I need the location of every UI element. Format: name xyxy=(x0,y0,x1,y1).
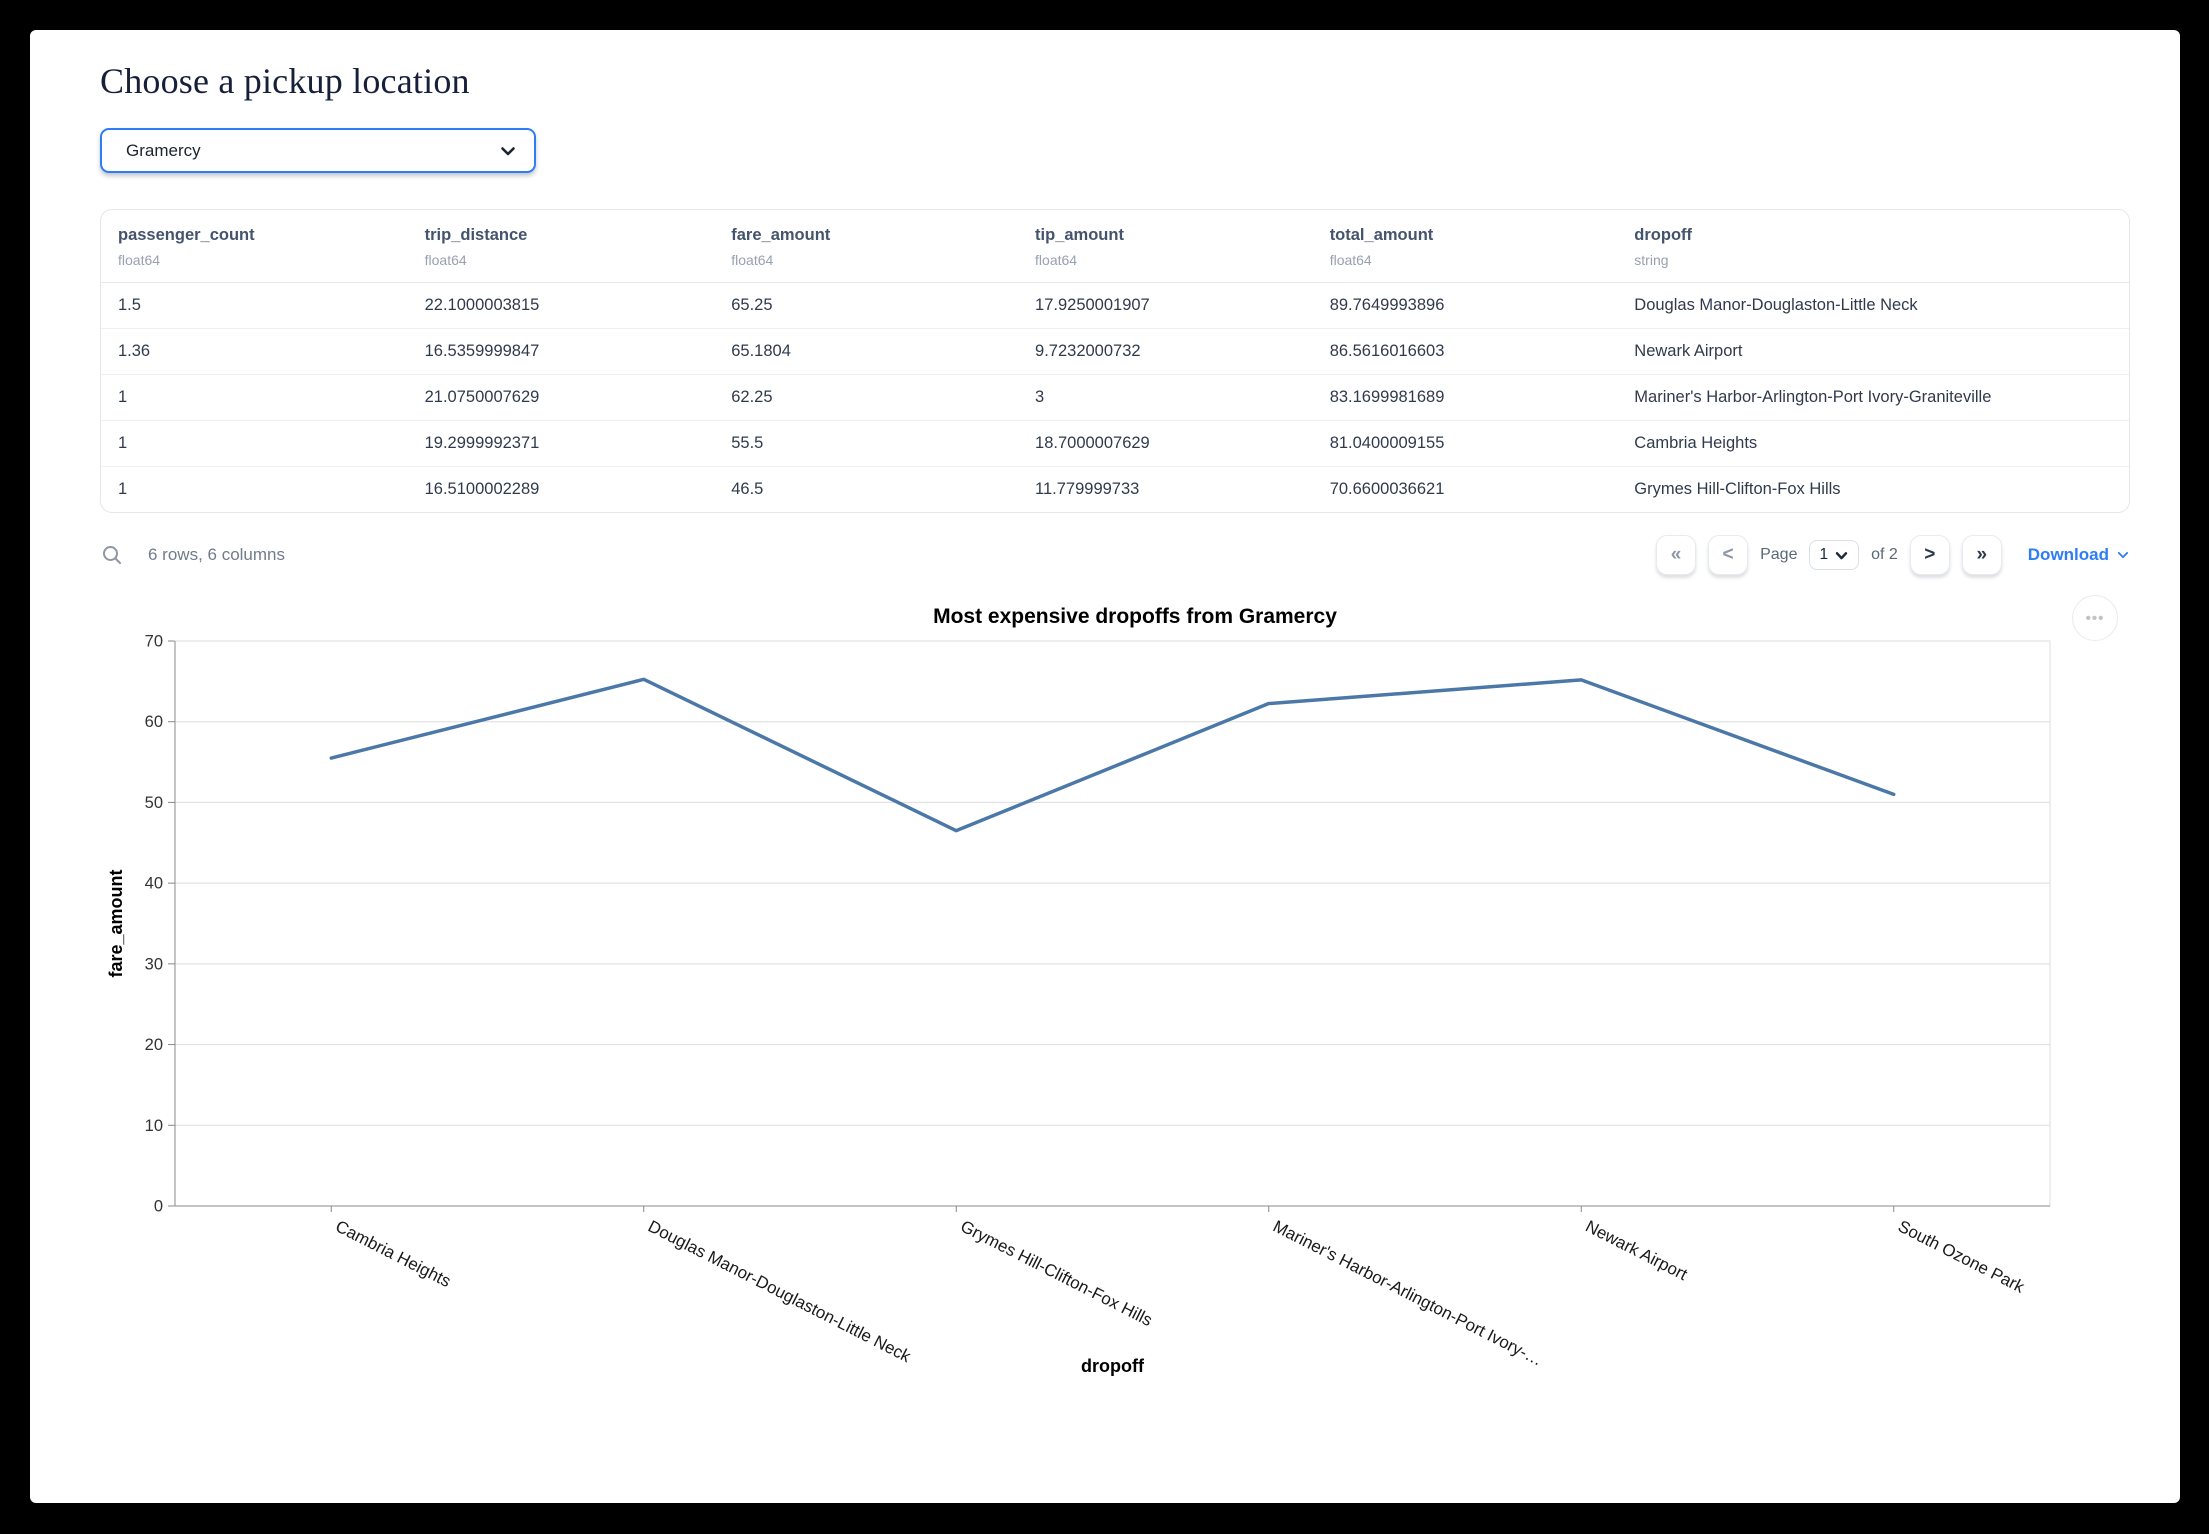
y-tick-label: 70 xyxy=(145,633,163,651)
y-axis-title: fare_amount xyxy=(106,869,126,977)
page-number-value: 1 xyxy=(1819,546,1829,563)
pickup-location-value: Gramercy xyxy=(126,140,201,160)
column-name: fare_amount xyxy=(731,226,831,244)
x-tick-label: Grymes Hill-Clifton-Fox Hills xyxy=(957,1217,1155,1330)
column-name: dropoff xyxy=(1634,226,1693,244)
prev-page-button[interactable]: < xyxy=(1708,535,1749,575)
y-tick-label: 0 xyxy=(154,1198,163,1216)
column-name: trip_distance xyxy=(424,226,528,244)
y-tick-label: 60 xyxy=(145,713,163,731)
chart-actions-menu-button[interactable]: ••• xyxy=(2072,595,2118,641)
chevron-down-icon xyxy=(1834,548,1849,563)
table-cell: 55.5 xyxy=(731,434,764,452)
table-body: 1.5 22.1000003815 65.25 17.9250001907 89.764… xyxy=(101,283,2129,512)
x-tick-label: Newark Airport xyxy=(1582,1217,1690,1285)
table-row: 1.5 22.1000003815 65.25 17.9250001907 89.764… xyxy=(101,283,2129,329)
chevron-down-icon xyxy=(2116,548,2130,562)
chart-section: Most expensive dropoffs from Gramercy ••… xyxy=(100,595,2130,1406)
table-cell: 22.1000003815 xyxy=(424,296,540,314)
table-cell: Grymes Hill-Clifton-Fox Hills xyxy=(1634,480,1841,498)
column-header-passenger_count[interactable]: passenger_count float64 xyxy=(101,210,408,282)
table-cell: 1 xyxy=(118,434,128,452)
table-cell: 18.7000007629 xyxy=(1035,434,1150,452)
table-cell: 83.1699981689 xyxy=(1329,388,1445,406)
table-footer: 6 rows, 6 columns « < Page 1 of 2 > » Do… xyxy=(100,535,2130,575)
table-cell: 3 xyxy=(1035,388,1045,406)
table-cell: 1.36 xyxy=(118,342,151,360)
column-header-trip_distance[interactable]: trip_distance float64 xyxy=(408,210,715,282)
table-cell: 21.0750007629 xyxy=(424,388,540,406)
y-tick-label: 30 xyxy=(145,955,163,973)
next-page-button[interactable]: > xyxy=(1909,535,1950,575)
column-dtype: float64 xyxy=(118,252,161,268)
y-tick-label: 20 xyxy=(145,1036,163,1054)
table-cell: 9.7232000732 xyxy=(1035,342,1141,360)
table-cell: Douglas Manor-Douglaston-Little Neck xyxy=(1634,296,1918,314)
column-name: total_amount xyxy=(1329,226,1434,244)
column-dtype: float64 xyxy=(731,252,774,268)
table-cell: 11.779999733 xyxy=(1035,480,1140,498)
column-header-total_amount[interactable]: total_amount float64 xyxy=(1313,210,1618,282)
download-label: Download xyxy=(2027,545,2109,564)
chevron-down-icon xyxy=(498,141,518,161)
table-cell: 65.1804 xyxy=(731,342,791,360)
x-tick-label: South Ozone Park xyxy=(1895,1217,2028,1297)
page-count-label: of 2 xyxy=(1871,546,1898,563)
table-summary: 6 rows, 6 columns xyxy=(148,545,285,564)
table-cell: 81.0400009155 xyxy=(1329,434,1445,452)
table-row: 1.36 16.5359999847 65.1804 9.7232000732 86.5… xyxy=(101,329,2129,375)
column-header-dropoff[interactable]: dropoff string xyxy=(1617,210,2129,282)
table-cell: 46.5 xyxy=(731,480,764,498)
table-cell: Newark Airport xyxy=(1634,342,1743,360)
table-cell: 19.2999992371 xyxy=(424,434,540,452)
x-axis-title: dropoff xyxy=(1081,1356,1145,1376)
y-tick-label: 40 xyxy=(145,875,163,893)
data-line xyxy=(329,677,1896,833)
ellipsis-icon: ••• xyxy=(2085,609,2105,627)
table-cell: 89.7649993896 xyxy=(1329,296,1445,314)
table-cell: Cambria Heights xyxy=(1634,434,1758,452)
column-dtype: float64 xyxy=(1035,252,1078,268)
table-cell: 16.5359999847 xyxy=(424,342,540,360)
x-tick-label: Douglas Manor-Douglaston-Little Neck xyxy=(645,1217,914,1367)
app-panel: Choose a pickup location Gramercy passen… xyxy=(30,30,2180,1503)
x-tick-label: Mariner's Harbor-Arlington-Port Ivory-… xyxy=(1270,1217,1546,1370)
table-row: 1 16.5100002289 46.5 11.779999733 70.6600036… xyxy=(101,467,2129,512)
table-cell: Mariner's Harbor-Arlington-Port Ivory-Gr… xyxy=(1634,388,1992,406)
table-cell: 17.9250001907 xyxy=(1035,296,1150,314)
table-cell: 1 xyxy=(118,480,128,498)
search-icon[interactable] xyxy=(100,543,124,567)
download-button[interactable]: Download xyxy=(2028,545,2130,565)
page-title: Choose a pickup location xyxy=(100,61,470,101)
chart-canvas: 0 10 20 30 40 50 60 70 Cambria Heights Douglas Ma… xyxy=(106,633,2051,1376)
table-cell: 62.25 xyxy=(731,388,773,406)
table-cell: 70.6600036621 xyxy=(1329,480,1445,498)
table-cell: 16.5100002289 xyxy=(424,480,540,498)
last-page-button[interactable]: » xyxy=(1961,535,2002,575)
first-page-button[interactable]: « xyxy=(1656,535,1697,575)
column-dtype: float64 xyxy=(1329,252,1372,268)
pickup-location-select[interactable]: Gramercy xyxy=(100,128,536,173)
table-row: 1 21.0750007629 62.25 3 83.1699981689 Mariner… xyxy=(101,375,2129,421)
chart-title: Most expensive dropoffs from Gramercy xyxy=(933,605,1337,628)
y-tick-label: 10 xyxy=(145,1117,163,1135)
x-tick-label: Cambria Heights xyxy=(332,1217,453,1291)
table-cell: 1 xyxy=(118,388,128,406)
column-name: tip_amount xyxy=(1035,226,1124,244)
column-name: passenger_count xyxy=(118,226,255,244)
table-row: 1 19.2999992371 55.5 18.7000007629 81.040000… xyxy=(101,421,2129,467)
column-dtype: string xyxy=(1634,252,1669,268)
y-tick-label: 50 xyxy=(145,794,163,812)
page-number-select[interactable]: 1 xyxy=(1809,540,1860,570)
column-dtype: float64 xyxy=(424,252,467,268)
table-cell: 1.5 xyxy=(118,296,141,314)
table-cell: 65.25 xyxy=(731,296,773,314)
column-header-tip_amount[interactable]: tip_amount float64 xyxy=(1018,210,1313,282)
page-label: Page xyxy=(1760,546,1798,563)
table-cell: 86.5616016603 xyxy=(1329,342,1445,360)
column-header-fare_amount[interactable]: fare_amount float64 xyxy=(714,210,1018,282)
